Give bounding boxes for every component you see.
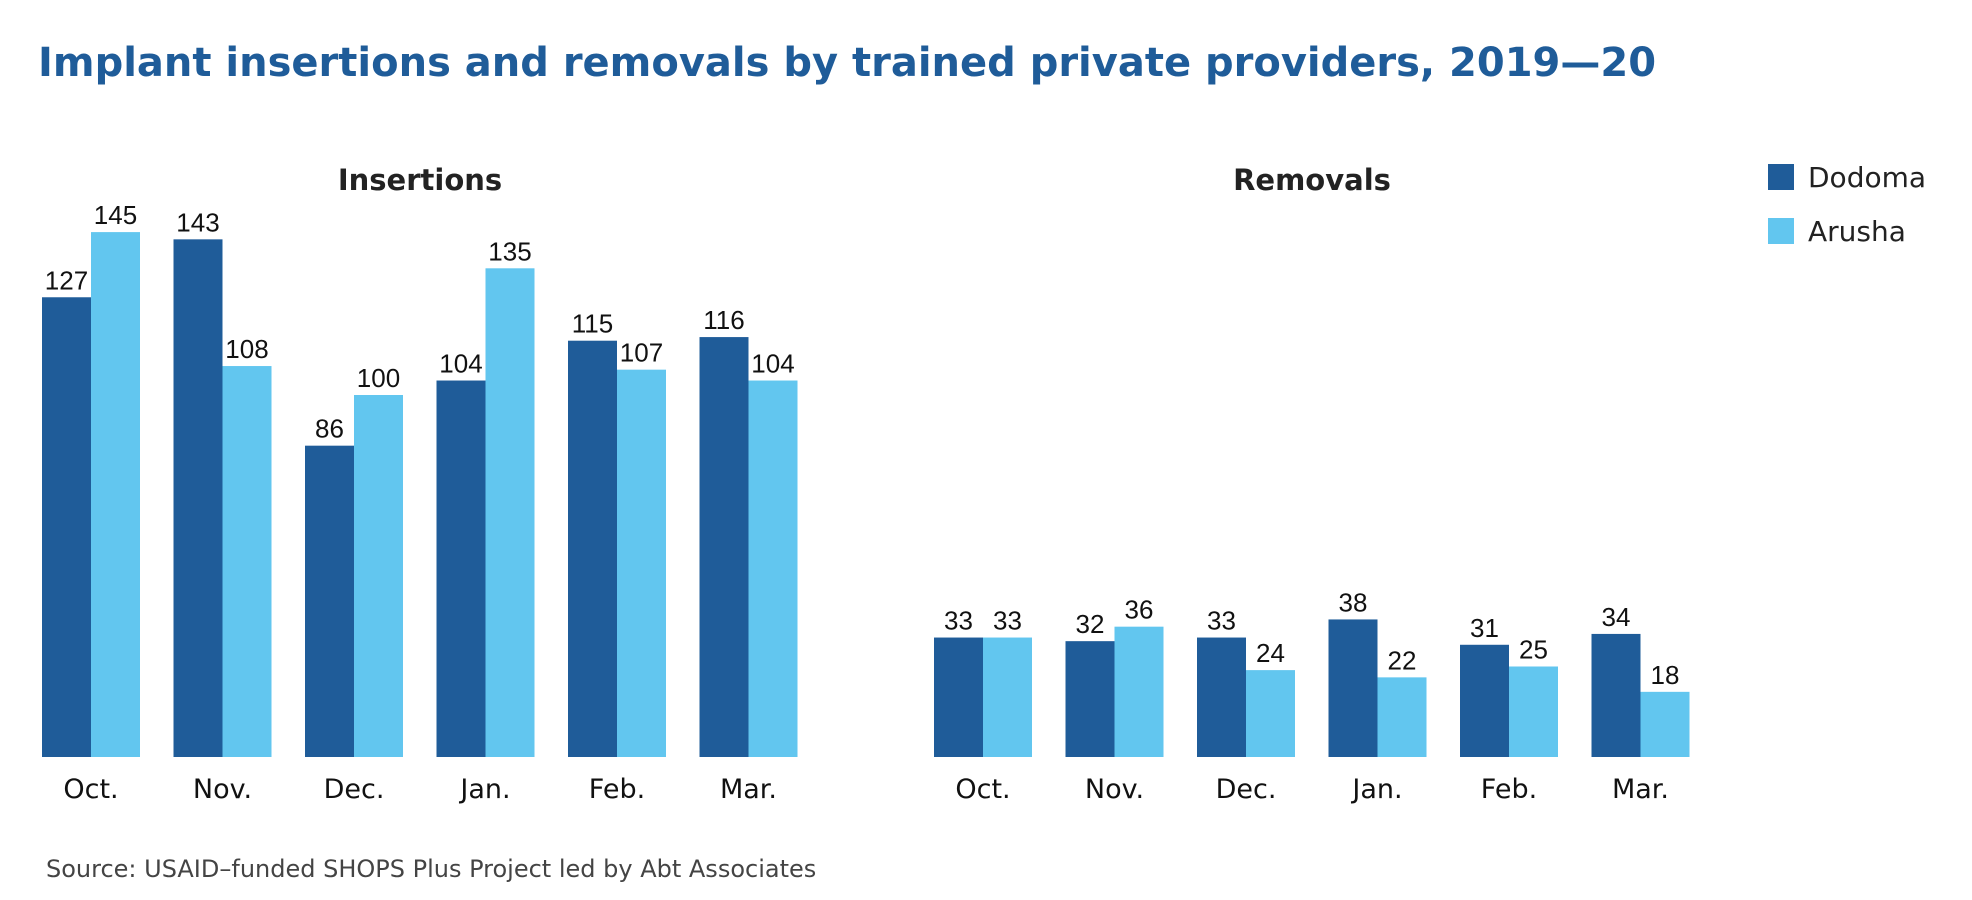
insertions-label-arusha-dec: 100 [357, 363, 400, 393]
removals-tick-dec: Dec. [1216, 774, 1277, 805]
source-note: Source: USAID–funded SHOPS Plus Project … [46, 855, 817, 883]
insertions-bar-dodoma-nov [173, 239, 223, 758]
removals-tick-nov: Nov. [1085, 774, 1144, 805]
legend-item-dodoma: Dodoma [1768, 160, 1926, 194]
removals-label-arusha-mar: 18 [1651, 660, 1680, 690]
removals-bar-arusha-mar [1640, 691, 1690, 757]
removals-bar-dodoma-nov [1065, 641, 1115, 757]
insertions-label-dodoma-mar: 116 [703, 305, 744, 335]
insertions-bar-dodoma-mar [699, 337, 749, 757]
insertions-tick-mar: Mar. [720, 774, 777, 805]
removals-bar-arusha-dec [1246, 670, 1295, 757]
insertions-tick-nov: Nov. [193, 774, 252, 805]
insertions-tick-oct: Oct. [63, 774, 118, 805]
insertions-label-dodoma-dec: 86 [315, 414, 344, 444]
legend: Dodoma Arusha [1768, 160, 1926, 268]
removals-label-arusha-oct: 33 [993, 606, 1022, 636]
removals-tick-feb: Feb. [1481, 774, 1537, 805]
insertions-label-arusha-jan: 135 [488, 236, 531, 266]
removals-tick-mar: Mar. [1612, 774, 1669, 805]
removals-label-dodoma-jan: 38 [1339, 587, 1368, 617]
legend-label-arusha: Arusha [1808, 214, 1906, 248]
insertions-bar-arusha-mar [748, 380, 798, 757]
removals-label-dodoma-dec: 33 [1207, 606, 1236, 636]
removals-bar-arusha-feb [1509, 666, 1558, 757]
insertions-bar-arusha-feb [617, 369, 666, 757]
insertions-bar-arusha-jan [485, 268, 535, 757]
removals-bar-dodoma-mar [1591, 633, 1641, 757]
removals-label-arusha-feb: 25 [1519, 635, 1548, 665]
insertions-bar-arusha-dec [354, 395, 403, 757]
insertions-bar-dodoma-feb [568, 340, 617, 757]
insertions-label-dodoma-jan: 104 [439, 349, 482, 379]
removals-label-arusha-nov: 36 [1125, 595, 1154, 625]
removals-label-arusha-jan: 22 [1388, 645, 1417, 675]
insertions-label-arusha-oct: 145 [94, 200, 137, 230]
insertions-tick-jan: Jan. [458, 774, 510, 805]
insertions-label-dodoma-oct: 127 [45, 265, 88, 295]
removals-bar-dodoma-jan [1328, 619, 1378, 757]
removals-label-dodoma-mar: 34 [1602, 602, 1631, 632]
legend-item-arusha: Arusha [1768, 214, 1926, 248]
removals-label-dodoma-nov: 32 [1076, 609, 1105, 639]
insertions-bar-dodoma-oct [42, 297, 91, 757]
legend-label-dodoma: Dodoma [1808, 160, 1927, 194]
removals-label-arusha-dec: 24 [1256, 638, 1285, 668]
insertions-panel-title: Insertions [338, 163, 502, 197]
insertions-bar-dodoma-dec [305, 445, 354, 757]
insertions-bar-dodoma-jan [436, 380, 486, 757]
removals-bar-arusha-oct [983, 637, 1032, 757]
removals-bar-arusha-nov [1114, 626, 1164, 757]
insertions-bar-arusha-oct [91, 232, 140, 758]
removals-panel-title: Removals [1233, 163, 1391, 197]
insertions-label-arusha-nov: 108 [225, 334, 268, 364]
removals-bar-dodoma-feb [1460, 644, 1509, 757]
insertions-tick-feb: Feb. [589, 774, 645, 805]
removals-bar-arusha-jan [1377, 677, 1427, 757]
removals-bar-dodoma-oct [934, 637, 983, 757]
legend-swatch-arusha [1768, 218, 1794, 244]
insertions-label-arusha-feb: 107 [620, 338, 663, 368]
insertions-label-arusha-mar: 104 [751, 349, 794, 379]
insertions-bar-arusha-nov [222, 366, 272, 757]
removals-label-dodoma-feb: 31 [1470, 613, 1499, 643]
removals-label-dodoma-oct: 33 [944, 606, 973, 636]
insertions-label-dodoma-nov: 143 [176, 207, 219, 237]
insertions-label-dodoma-feb: 115 [572, 309, 613, 339]
chart-title: Implant insertions and removals by train… [38, 40, 1657, 86]
removals-tick-jan: Jan. [1350, 774, 1402, 805]
removals-bar-dodoma-dec [1197, 637, 1246, 757]
legend-swatch-dodoma [1768, 164, 1794, 190]
removals-tick-oct: Oct. [955, 774, 1010, 805]
insertions-tick-dec: Dec. [324, 774, 385, 805]
